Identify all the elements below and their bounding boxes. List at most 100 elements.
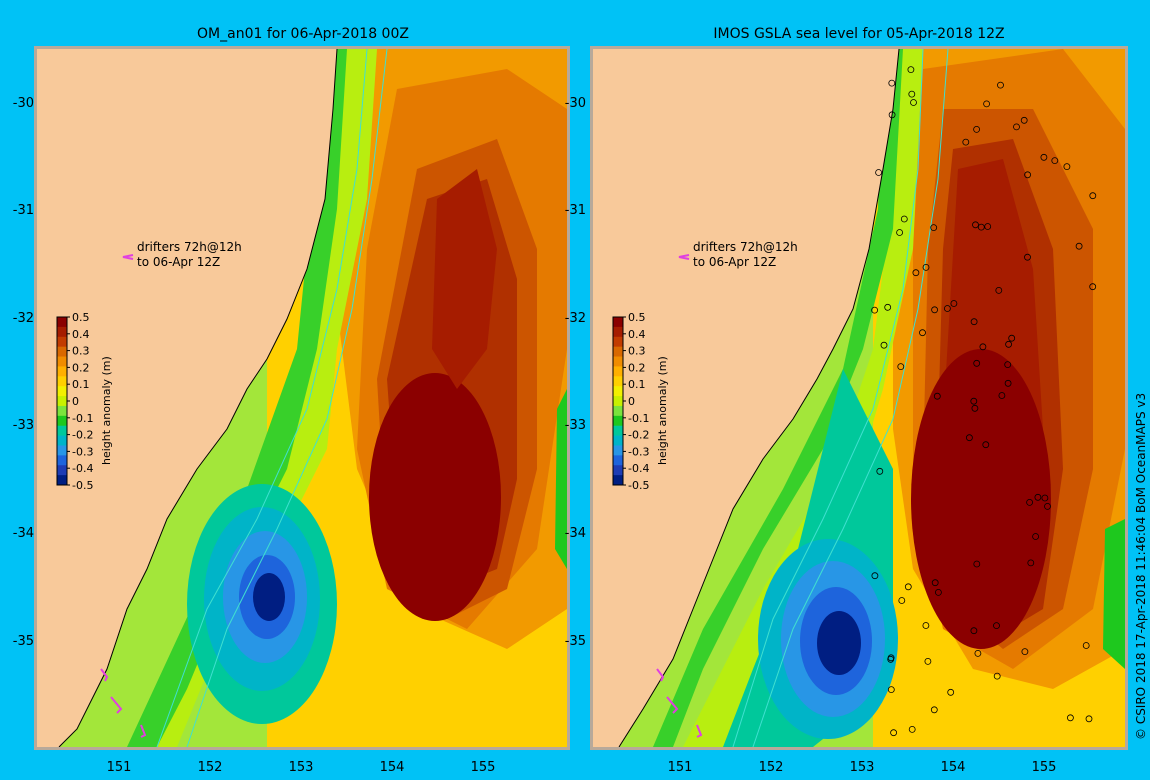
colorbar-swatch [613,405,623,417]
lat-tick-left: -32 [12,311,34,326]
observation-point [1013,123,1020,131]
observation-point [1032,533,1040,540]
observation-point [1051,157,1059,164]
observation-point [1066,714,1074,722]
colorbar-swatch [613,415,623,427]
observation-point [888,79,896,87]
observation-point [1027,559,1035,567]
lat-tick-right: -34 [564,526,586,541]
observation-point [974,650,982,657]
observation-point [871,306,879,314]
colorbar-swatch [57,465,67,476]
colorbar-tick-label: -0.3 [72,445,93,458]
observation-point [912,269,920,277]
observation-point [1008,334,1016,342]
right-colorbar-label: height anomaly (m) [656,356,669,465]
observation-point [919,329,926,337]
observation-point [1089,283,1097,291]
observation-point [1044,502,1051,510]
colorbar-swatch [613,396,623,407]
credit-text: © CSIRO 2018 17-Apr-2018 11:46:04 BoM Oc… [1134,392,1148,740]
lon-tick-right: 155 [1031,760,1057,775]
left-drifter-legend-line1: drifters 72h@12h [137,240,242,254]
observation-point [1040,153,1048,161]
observation-point [871,572,879,580]
drifter-track [140,724,147,738]
observation-point [908,726,916,733]
colorbar-swatch [57,445,67,456]
observation-point [970,397,978,405]
observation-point [904,583,912,591]
observation-point [1026,498,1034,506]
observation-point [984,223,992,230]
right-map-canvas: drifters 72h@12h to 06-Apr 12Z 0.5 0.4 0.3… [593,49,1125,747]
colorbar-swatch [57,475,67,486]
observation-point [934,589,942,596]
observation-point [995,286,1003,294]
colorbar-tick-label: -0.2 [72,429,93,442]
observation-point [931,579,939,587]
observation-point [977,223,985,231]
observation-point [922,622,930,629]
observation-point [1024,253,1031,261]
observation-point [997,81,1004,89]
colorbar-tick-label: 0.3 [72,345,90,358]
observation-point [993,672,1001,680]
lat-tick-left: -33 [12,418,34,433]
observation-point [887,686,895,693]
observation-point [972,221,979,229]
colorbar-swatch [57,317,67,328]
colorbar-tick-label: 0.1 [72,378,90,391]
observation-point [930,224,938,232]
lon-tick-left: 155 [470,760,496,775]
colorbar-swatch [613,435,623,446]
observation-point [970,627,978,635]
observation-point [907,66,915,74]
observation-point [970,318,978,326]
observation-point [888,111,896,119]
observation-point [910,99,917,106]
lat-tick-left: -30 [12,96,34,111]
observation-point [908,90,916,98]
right-drifter-legend-line1: drifters 72h@12h [693,240,798,254]
left-map[interactable]: drifters 72h@12h to 06-Apr 12Z 0.5 0.4 0.3… [34,46,570,750]
colorbar-tick-label: -0.3 [628,445,649,458]
observation-point [947,688,955,696]
lon-tick-left: 154 [379,760,405,775]
drifter-track [656,668,665,682]
colorbar-swatch [613,317,623,328]
drifter-track [110,696,123,714]
colorbar-tick-label: -0.1 [72,412,93,425]
colorbar-swatch [57,366,67,377]
left-colorbar: 0.5 0.4 0.3 0.2 0.1 0 -0.1 -0.2 -0.3 -0.4 -0.5 hei… [56,311,113,492]
colorbar-swatch [613,445,623,456]
observation-point [973,560,981,568]
observation-point [962,138,970,146]
observation-point [971,404,979,412]
observation-point [1021,648,1029,655]
colorbar-swatch [57,405,67,417]
colorbar-tick-label: -0.2 [628,429,649,442]
colorbar-tick-label: -0.4 [628,462,649,475]
observation-point [1041,494,1049,502]
observation-point [1004,361,1012,369]
colorbar-swatch [613,425,623,437]
colorbar-swatch [613,336,623,348]
observation-point [922,263,930,271]
colorbar-swatch [613,475,623,486]
observation-point [1063,163,1071,170]
observation-point [924,658,932,665]
observation-point [983,100,991,108]
lon-tick-left: 152 [197,760,223,775]
observation-point [1024,171,1032,179]
colorbar-swatch [613,465,623,476]
observation-point [1085,715,1093,723]
observation-point [973,126,981,133]
observation-point [896,229,904,236]
observation-point [1089,192,1097,200]
lat-tick-right: -31 [564,203,586,218]
observation-point [1075,242,1083,250]
right-map[interactable]: drifters 72h@12h to 06-Apr 12Z 0.5 0.4 0.3… [590,46,1128,750]
observation-point [876,467,884,475]
lon-tick-left: 151 [106,760,132,775]
